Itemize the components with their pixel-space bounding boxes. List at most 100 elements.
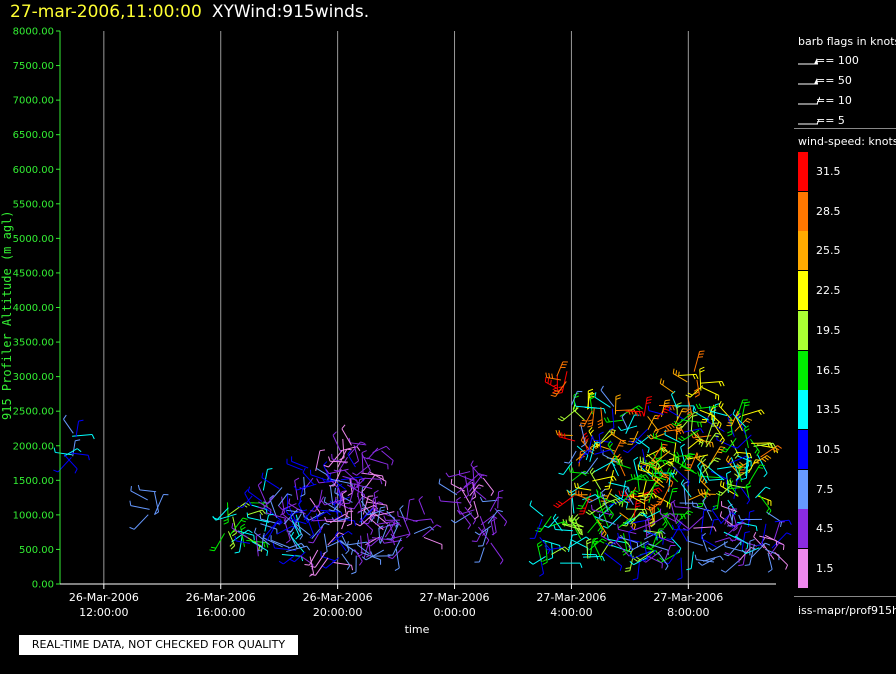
wind-barb xyxy=(553,495,574,509)
barb-staff xyxy=(737,399,744,415)
wind-barb xyxy=(587,388,594,409)
barb-staff xyxy=(766,511,782,523)
barb-flag xyxy=(313,505,320,508)
barb-staff xyxy=(472,488,487,500)
barb-staff xyxy=(650,433,665,440)
barb-flag xyxy=(640,511,646,515)
barb-flag xyxy=(697,488,701,495)
wind-barb xyxy=(575,489,593,502)
barb-flag xyxy=(662,460,666,466)
barb-staff xyxy=(276,525,293,535)
barb-flag xyxy=(240,523,246,528)
barb-staff xyxy=(348,441,361,456)
wind-barb xyxy=(323,496,341,513)
barb-flag xyxy=(717,451,723,454)
barb-staff xyxy=(615,409,635,412)
barb-flag xyxy=(129,526,135,530)
barb-staff xyxy=(456,482,472,494)
wind-barb xyxy=(656,442,663,463)
wind-barb xyxy=(664,429,682,444)
wind-barb xyxy=(69,452,90,461)
wind-barb xyxy=(641,449,647,469)
barb-flag xyxy=(383,515,387,521)
barb-staff xyxy=(312,519,335,522)
wind-barb xyxy=(490,518,496,536)
barb-staff xyxy=(215,513,237,521)
barb-flag xyxy=(430,518,434,524)
barb-flag xyxy=(646,396,653,399)
wind-barb xyxy=(390,533,410,539)
barb-staff xyxy=(574,517,584,536)
barb-flag xyxy=(663,523,668,529)
barb-flag xyxy=(340,540,345,545)
wind-barb xyxy=(474,547,485,563)
barb-flag xyxy=(485,539,490,545)
wind-barb xyxy=(730,457,740,481)
barb-flag xyxy=(438,496,441,502)
barb-staff xyxy=(438,483,458,496)
barb-staff xyxy=(633,523,651,531)
wind-barb xyxy=(253,527,270,546)
wind-barb xyxy=(311,522,330,540)
barb-staff xyxy=(639,462,659,470)
barb-staff xyxy=(482,528,489,546)
wind-barb xyxy=(670,499,677,525)
barb-staff xyxy=(323,533,328,552)
wind-barb xyxy=(774,551,789,570)
wind-barb xyxy=(438,478,458,496)
barb-flag xyxy=(667,425,672,430)
barb-staff xyxy=(270,539,290,548)
barb-flag xyxy=(639,498,645,501)
barb-staff xyxy=(281,503,297,511)
barb-flag xyxy=(642,513,648,519)
barb-staff xyxy=(330,478,352,485)
barb-flag xyxy=(234,535,237,541)
wind-barb xyxy=(673,451,696,458)
barb-flag xyxy=(635,411,639,417)
wind-barb xyxy=(674,456,695,472)
y-tick-label: 4000.00 xyxy=(13,303,54,314)
barb-flag xyxy=(598,431,604,435)
barb-staff xyxy=(742,409,762,417)
barb-flag xyxy=(703,489,707,495)
wind-barb xyxy=(726,470,732,494)
barb-flag xyxy=(598,519,604,522)
barb-staff xyxy=(699,493,716,495)
barb-staff xyxy=(739,486,751,501)
barb-staff xyxy=(626,474,646,482)
barb-staff xyxy=(55,451,72,456)
barb-flag xyxy=(137,484,141,491)
barb-flag xyxy=(606,534,609,540)
barb-flag xyxy=(599,540,605,544)
wind-barb xyxy=(304,549,319,566)
barb-staff xyxy=(333,469,342,487)
barb-flag xyxy=(587,425,593,428)
barb-flag xyxy=(758,466,764,469)
barb-flag xyxy=(258,506,264,510)
barb-flag xyxy=(644,498,650,502)
barb-staff xyxy=(702,457,717,474)
wind-barb xyxy=(734,459,752,469)
wind-barb xyxy=(701,380,725,387)
barb-flag xyxy=(642,512,647,517)
barb-flag xyxy=(552,384,558,388)
barb-staff xyxy=(154,494,164,515)
barb-flag xyxy=(354,460,359,465)
barb-flag xyxy=(242,517,248,520)
barb-flag xyxy=(259,514,262,520)
barb-flag xyxy=(615,397,621,400)
barb-staff xyxy=(312,526,324,544)
barb-staff xyxy=(651,443,664,462)
barb-staff xyxy=(310,511,327,522)
barb-flag xyxy=(53,469,59,473)
wind-barb xyxy=(594,392,611,408)
wind-barb xyxy=(615,409,637,415)
barb-staff xyxy=(247,491,263,502)
barb-flag xyxy=(670,423,675,429)
wind-barb xyxy=(137,484,157,493)
barb-flag xyxy=(675,456,677,462)
wind-barb xyxy=(591,512,603,535)
barb-flag xyxy=(363,522,369,525)
barb-flag xyxy=(766,507,770,513)
barb-flag xyxy=(223,518,229,522)
